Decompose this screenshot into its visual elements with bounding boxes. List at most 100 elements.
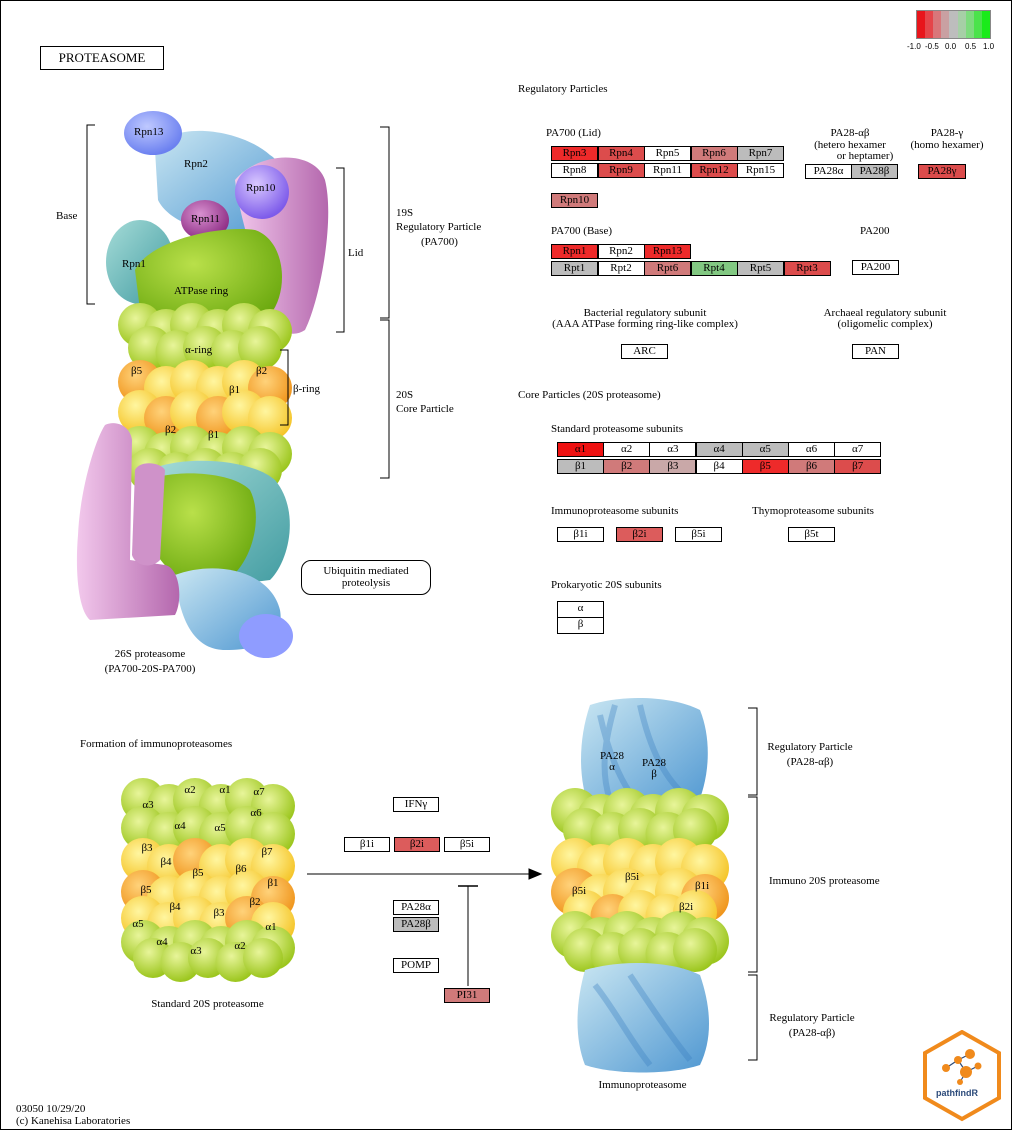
base-gene-rpt2[interactable]: Rpt2 (597, 261, 645, 276)
beta5i-structure-label: β5i (572, 885, 587, 897)
beta-subunit-gene[interactable]: β1 (557, 459, 604, 474)
std20s-subunit-label: α7 (253, 786, 265, 798)
pa28-gene-pa28b[interactable]: PA28β (851, 164, 898, 179)
base-gene-rpt4[interactable]: Rpt4 (690, 261, 738, 276)
map-link-text: proteolysis (341, 577, 391, 589)
pathfindr-logo: pathfindR (922, 1030, 1002, 1122)
formation-beta1i-gene[interactable]: β1i (344, 837, 390, 852)
lid-gene-rpn9[interactable]: Rpn9 (597, 163, 645, 178)
legend-color-bar (916, 10, 991, 39)
proteasome-26s-illustration (76, 111, 329, 658)
alpha-subunit-gene[interactable]: α3 (649, 442, 697, 457)
base-gene-rpn1[interactable]: Rpn1 (551, 244, 598, 259)
ifng-gene[interactable]: IFNγ (393, 797, 439, 812)
rpn13-structure-label: Rpn13 (134, 126, 164, 138)
lid-gene-rpn8[interactable]: Rpn8 (551, 163, 598, 178)
lid-gene-rpn5[interactable]: Rpn5 (644, 146, 691, 161)
lid-gene-rpn6[interactable]: Rpn6 (690, 146, 738, 161)
formation-beta5i-gene[interactable]: β5i (444, 837, 490, 852)
std20s-subunit-label: α3 (190, 945, 202, 957)
beta-subunit-gene[interactable]: β3 (649, 459, 697, 474)
lid-gene-rpn12[interactable]: Rpn12 (690, 163, 738, 178)
std20s-subunit-label: β6 (235, 863, 247, 875)
pathfindr-logo-hexagon (923, 1030, 1001, 1122)
pa28a-line1: PA28 (600, 750, 625, 762)
beta2i-structure-label: β2i (679, 901, 694, 913)
lid-gene-rpn15[interactable]: Rpn15 (737, 163, 784, 178)
alpha-subunit-gene[interactable]: α5 (741, 442, 789, 457)
immuno-alpha-sphere (673, 928, 717, 972)
std20s-subunit-label: β2 (249, 896, 260, 908)
ubiquitin-mediated-proteolysis-map-link[interactable]: Ubiquitin mediated proteolysis (301, 560, 431, 595)
beta5t-gene[interactable]: β5t (788, 527, 835, 542)
pa28b-line1: PA28 (641, 757, 667, 769)
thymo-subunits-heading: Thymoproteasome subunits (752, 505, 874, 517)
pa700-lid-heading: PA700 (Lid) (546, 127, 601, 139)
alpha-subunit-gene[interactable]: α7 (834, 442, 882, 457)
prok-beta-gene[interactable]: β (557, 617, 604, 634)
formation-beta2i-gene[interactable]: β2i (394, 837, 440, 852)
proteasome-26s-label: 26S proteasome (114, 648, 186, 660)
beta-ring-sphere (248, 396, 292, 440)
beta-subunit-gene[interactable]: β7 (834, 459, 882, 474)
standard-20s-illustration: α2 α1 α7 α3 α4 α5 α6 β3 β4 β5 β6 β7 β5 β4 β3 β2 β1 α5 α4 α3… (121, 778, 295, 982)
beta-subunit-gene[interactable]: β2 (603, 459, 651, 474)
base-gene-rpn13[interactable]: Rpn13 (644, 244, 691, 259)
lid-label: Lid (348, 247, 364, 259)
pa28-gene-pa28g[interactable]: PA28γ (918, 164, 966, 179)
proteasome-26s-label: (PA700-20S-PA700) (104, 663, 196, 675)
std20s-subunit-label: α4 (156, 936, 168, 948)
arc-gene[interactable]: ARC (621, 344, 668, 359)
std-alpha-sphere (243, 938, 283, 978)
pa28g-heading: PA28-γ (930, 127, 964, 139)
base-gene-rpt3[interactable]: Rpt3 (783, 261, 831, 276)
beta-subunit-gene[interactable]: β5 (741, 459, 789, 474)
lid-gene-rpn11[interactable]: Rpn11 (644, 163, 691, 178)
immuno-subunit-gene[interactable]: β2i (616, 527, 663, 542)
formation-arrow (307, 868, 543, 986)
pa28-gene-pa28a[interactable]: PA28α (805, 164, 852, 179)
legend-tick: 1.0 (983, 42, 995, 51)
pomp-gene[interactable]: POMP (393, 958, 439, 973)
core-particles-heading: Core Particles (20S proteasome) (518, 389, 661, 401)
lid-gene-rpn4[interactable]: Rpn4 (597, 146, 645, 161)
pa28a-structure-label: PA28 α (600, 751, 624, 773)
alpha-subunit-gene[interactable]: α6 (788, 442, 835, 457)
formation-pa28b-gene[interactable]: PA28β (393, 917, 439, 932)
beta-ring-label: β-ring (293, 383, 320, 395)
std20s-subunit-label: α6 (250, 807, 262, 819)
prok-alpha-gene[interactable]: α (557, 601, 604, 618)
pa28g-heading: (homo hexamer) (910, 139, 984, 151)
alpha-ring-sphere (238, 326, 282, 370)
legend-swatch (949, 11, 958, 38)
base-gene-rpn2[interactable]: Rpn2 (597, 244, 645, 259)
beta-subunit-gene[interactable]: β4 (695, 459, 743, 474)
legend-swatch (973, 11, 982, 38)
formation-pa28a-gene[interactable]: PA28α (393, 900, 439, 915)
std20s-subunit-label: α2 (184, 784, 195, 796)
legend-tick: -1.0 (907, 42, 921, 51)
immuno-subunit-gene[interactable]: β1i (557, 527, 604, 542)
beta-subunit-gene[interactable]: β6 (788, 459, 835, 474)
lid-gene-rpn7[interactable]: Rpn7 (737, 146, 784, 161)
base-gene-rpt1[interactable]: Rpt1 (551, 261, 598, 276)
core20s-label: 20S (396, 389, 414, 401)
reg19s-label: Regulatory Particle (396, 221, 482, 233)
pi31-gene[interactable]: PI31 (444, 988, 490, 1003)
legend-tick: 0.5 (965, 42, 977, 51)
base-gene-rpt6[interactable]: Rpt6 (644, 261, 691, 276)
pan-gene[interactable]: PAN (852, 344, 899, 359)
lid-gene-rpn3[interactable]: Rpn3 (551, 146, 598, 161)
pa700-base-heading: PA700 (Base) (551, 225, 613, 237)
lid-gene-rpn10[interactable]: Rpn10 (551, 193, 598, 208)
base-gene-rpt5[interactable]: Rpt5 (737, 261, 784, 276)
alpha-subunit-gene[interactable]: α1 (557, 442, 604, 457)
immuno-subunit-gene[interactable]: β5i (675, 527, 722, 542)
legend-swatch (957, 11, 966, 38)
pa200-gene[interactable]: PA200 (852, 260, 899, 275)
alpha-subunit-gene[interactable]: α2 (603, 442, 651, 457)
immuno-20s-label: Immuno 20S proteasome (769, 875, 880, 887)
beta2-structure-label: β2 (256, 365, 268, 377)
rpn2-structure-label: Rpn2 (184, 158, 208, 170)
alpha-subunit-gene[interactable]: α4 (695, 442, 743, 457)
